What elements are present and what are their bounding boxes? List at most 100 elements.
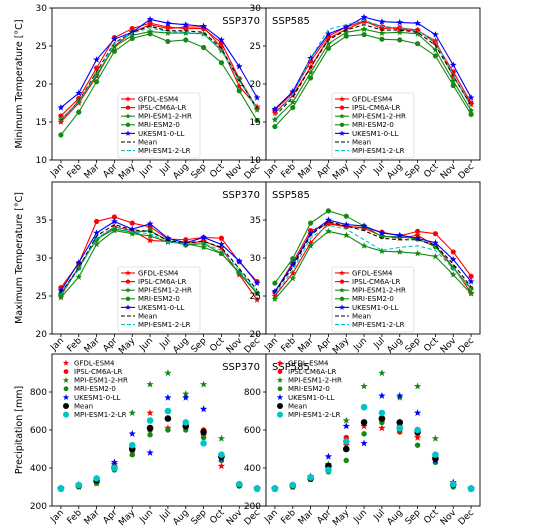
data-point	[272, 123, 278, 130]
data-point	[200, 30, 208, 37]
y-tick-label: 25	[250, 42, 261, 52]
legend-label: MPI-ESM1-2-HR	[74, 377, 128, 385]
legend: GFDL-ESM4IPSL-CM6A-LRMPI-ESM1-2-HRMRI-ES…	[331, 92, 415, 159]
data-point	[146, 27, 154, 35]
x-tick-label: Sep	[404, 336, 423, 355]
legend-marker	[339, 122, 345, 127]
legend-marker	[339, 113, 345, 119]
legend-marker	[125, 96, 131, 102]
data-point	[200, 440, 207, 447]
series-line	[60, 223, 258, 294]
data-point	[449, 271, 457, 278]
legend-label: MPI-ESM1-2-HR	[352, 113, 406, 121]
data-point	[360, 439, 368, 447]
legend-label: MPI-ESM1-2-HR	[138, 113, 192, 121]
data-point	[128, 225, 136, 233]
data-point	[217, 244, 225, 252]
data-point	[57, 293, 65, 301]
data-point	[218, 250, 225, 257]
data-point	[449, 77, 457, 84]
data-point	[449, 61, 457, 68]
data-point	[324, 40, 332, 47]
data-point	[360, 25, 368, 33]
data-point	[432, 231, 439, 237]
x-tick-label: Apr	[101, 508, 119, 526]
data-point	[307, 474, 314, 481]
legend-marker	[62, 359, 70, 366]
legend-label: Mean	[138, 138, 157, 146]
data-point	[146, 220, 154, 227]
data-point	[468, 285, 474, 291]
plot-frame	[265, 181, 481, 335]
data-point	[129, 451, 135, 458]
legend-marker	[276, 376, 284, 383]
plot-frame	[265, 353, 481, 507]
panel-title: SSP370	[222, 362, 260, 373]
legend-label: MPI-ESM1-2-LR	[352, 147, 405, 155]
data-point	[378, 424, 386, 432]
data-point	[271, 287, 279, 295]
data-layer	[57, 15, 261, 138]
legend-label: GFDL-ESM4	[74, 359, 115, 367]
x-tick-label: Jun	[137, 336, 155, 354]
x-tick-label: Oct	[208, 508, 226, 526]
data-point	[57, 287, 65, 294]
data-point	[129, 220, 135, 226]
x-tick-label: Feb	[66, 336, 85, 355]
legend-marker	[125, 287, 131, 293]
x-tick-label: May	[331, 508, 352, 527]
y-tick-label: 10	[250, 156, 262, 166]
data-point	[183, 37, 189, 43]
data-point	[75, 89, 83, 97]
legend-label: IPSL-CM6A-LR	[74, 368, 122, 376]
data-point	[93, 218, 100, 225]
legend-label: Mean	[74, 402, 93, 410]
x-tick-label: Aug	[385, 336, 405, 356]
data-point	[360, 419, 368, 426]
y-tick-label: 20	[36, 80, 48, 90]
x-tick-label: Dec	[457, 162, 476, 181]
legend-label: MPI-ESM1-2-HR	[138, 287, 192, 295]
data-point	[342, 23, 350, 30]
data-point	[199, 380, 208, 388]
data-point	[324, 452, 333, 460]
legend-label: MRI-ESM2-0	[74, 385, 116, 393]
data-point	[413, 409, 422, 416]
legend-label: MRI-ESM2-0	[352, 295, 394, 303]
legend-marker	[125, 113, 131, 119]
data-point	[254, 117, 260, 124]
data-point	[75, 97, 83, 105]
data-point	[164, 369, 172, 377]
x-tick-label: Aug	[385, 508, 405, 527]
legend-marker	[339, 96, 345, 102]
data-point	[396, 18, 404, 26]
data-point	[360, 403, 368, 411]
data-point	[57, 103, 65, 111]
series-line	[60, 27, 258, 120]
plot-frame	[265, 7, 481, 161]
legend-marker	[277, 403, 283, 409]
legend-marker	[339, 130, 345, 136]
series-line	[274, 220, 472, 293]
x-tick-label: Jan	[262, 508, 280, 526]
data-point	[361, 431, 367, 437]
y-tick-label: 20	[250, 80, 262, 90]
legend-marker	[63, 411, 69, 418]
data-point	[218, 235, 225, 241]
x-tick-label: Oct	[208, 162, 226, 180]
legend-label: UKESM1-0-LL	[138, 304, 184, 312]
y-tick-label: 20	[250, 330, 262, 340]
data-point	[307, 220, 314, 226]
legend-marker	[63, 386, 69, 392]
data-point	[110, 35, 118, 43]
y-tick-label: 30	[250, 4, 262, 14]
data-point	[272, 280, 278, 286]
y-axis-label: Maximum Temperature [°C]	[14, 192, 25, 324]
data-point	[361, 18, 367, 24]
legend-marker	[63, 369, 69, 374]
data-point	[378, 369, 386, 377]
x-tick-label: Jun	[351, 508, 369, 526]
